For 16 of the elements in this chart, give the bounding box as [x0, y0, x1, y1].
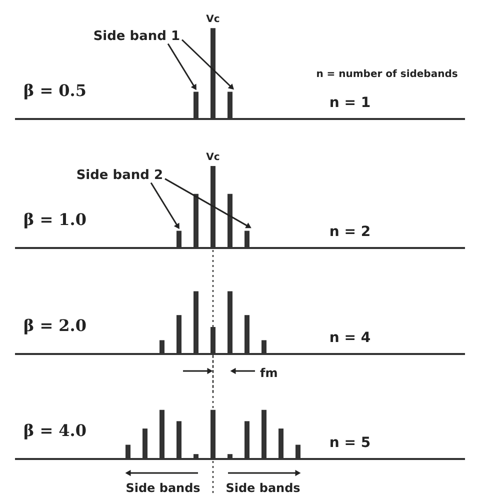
text: Side band 2 — [76, 168, 163, 183]
text: Vc — [206, 14, 220, 26]
text: Side bands — [126, 481, 200, 494]
text: Side band 1 — [93, 28, 180, 44]
text: β = 0.5 — [23, 81, 87, 100]
text: Vc — [206, 152, 220, 164]
text: β = 1.0 — [23, 210, 87, 229]
text: n = 1 — [329, 95, 371, 111]
text: n = number of sidebands — [316, 69, 458, 80]
text: n = 5 — [329, 435, 371, 451]
text: n = 4 — [329, 330, 371, 346]
text: β = 4.0 — [23, 421, 87, 440]
text: n = 2 — [329, 224, 371, 240]
text: β = 2.0 — [23, 316, 87, 335]
text: fm — [260, 366, 278, 380]
text: Side bands — [226, 481, 300, 494]
